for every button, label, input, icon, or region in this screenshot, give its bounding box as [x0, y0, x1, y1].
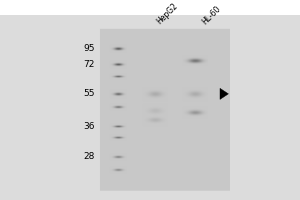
Text: 36: 36 — [83, 122, 95, 131]
Text: 28: 28 — [84, 152, 95, 161]
Text: 72: 72 — [84, 60, 95, 69]
Polygon shape — [220, 88, 228, 99]
Text: HepG2: HepG2 — [155, 2, 180, 26]
Text: 95: 95 — [83, 44, 95, 53]
Text: 55: 55 — [83, 89, 95, 98]
Text: HL-60: HL-60 — [200, 4, 222, 26]
